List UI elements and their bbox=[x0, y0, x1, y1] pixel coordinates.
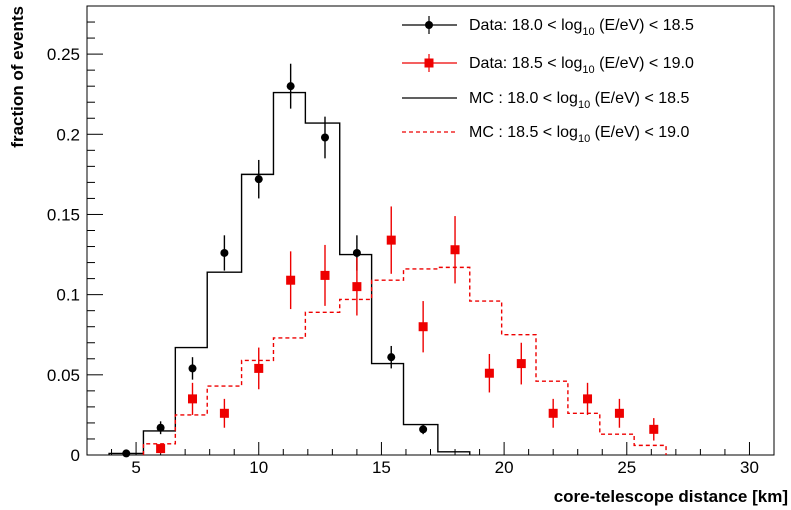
legend-entry: Data: 18.0 < log10 (E/eV) < 18.5 bbox=[402, 16, 694, 38]
axis-ticks: 5 10 15 20 25 30 0 0.05 0.1 0.15 0.2 0.25 bbox=[47, 21, 775, 477]
data-point-circle bbox=[352, 248, 361, 257]
data-point-circle bbox=[419, 425, 428, 434]
y-tick-label: 0.05 bbox=[47, 366, 80, 385]
plot-frame bbox=[86, 5, 775, 456]
x-tick-label: 10 bbox=[249, 458, 268, 477]
y-tick-label: 0.25 bbox=[47, 45, 80, 64]
x-tick-label: 20 bbox=[495, 458, 514, 477]
legend-entry: Data: 18.5 < log10 (E/eV) < 19.0 bbox=[402, 54, 694, 76]
data-point-square bbox=[548, 408, 558, 418]
data-point-square bbox=[583, 394, 593, 404]
data-point-square bbox=[219, 408, 229, 418]
legend: Data: 18.0 < log10 (E/eV) < 18.5 Data: 18… bbox=[402, 16, 694, 145]
data-point-square bbox=[320, 270, 330, 280]
y-tick-label: 0.1 bbox=[56, 286, 80, 305]
mc-histograms bbox=[108, 91, 667, 455]
legend-marker-circle bbox=[425, 21, 433, 29]
data-point-circle bbox=[286, 82, 295, 91]
data-point-circle bbox=[122, 449, 131, 458]
data-points bbox=[122, 63, 659, 458]
mc-histogram-high-energy bbox=[142, 266, 667, 455]
data-point-square bbox=[286, 275, 296, 285]
data-point-square bbox=[516, 359, 526, 369]
data-point-circle bbox=[188, 364, 197, 373]
x-tick-label: 15 bbox=[372, 458, 391, 477]
mc-histogram-low-energy bbox=[108, 91, 471, 455]
data-point-square bbox=[188, 394, 198, 404]
legend-label: Data: 18.5 < log10 (E/eV) < 19.0 bbox=[469, 55, 694, 76]
data-point-circle bbox=[220, 248, 229, 257]
data-point-square bbox=[254, 363, 264, 373]
data-point-square bbox=[352, 282, 362, 292]
data-point-square bbox=[484, 368, 494, 378]
data-point-circle bbox=[320, 133, 329, 142]
x-axis-title: core-telescope distance [km] bbox=[554, 487, 788, 506]
x-tick-label: 25 bbox=[617, 458, 636, 477]
x-tick-label: 5 bbox=[131, 458, 140, 477]
data-point-circle bbox=[156, 423, 165, 432]
legend-label: MC : 18.0 < log10 (E/eV) < 18.5 bbox=[469, 90, 689, 111]
y-tick-label: 0.2 bbox=[56, 125, 80, 144]
data-point-circle bbox=[387, 353, 396, 362]
y-tick-label: 0 bbox=[71, 446, 80, 465]
data-point-square bbox=[450, 245, 460, 255]
data-point-square bbox=[386, 235, 396, 245]
data-point-square bbox=[614, 408, 624, 418]
legend-entry: MC : 18.0 < log10 (E/eV) < 18.5 bbox=[402, 90, 689, 111]
y-axis-title: fraction of events bbox=[8, 6, 27, 148]
data-point-square bbox=[156, 444, 166, 454]
y-tick-label: 0.15 bbox=[47, 205, 80, 224]
data-point-square bbox=[649, 424, 659, 434]
legend-label: Data: 18.0 < log10 (E/eV) < 18.5 bbox=[469, 17, 694, 38]
x-tick-label: 30 bbox=[740, 458, 759, 477]
data-point-square bbox=[418, 322, 428, 332]
data-point-circle bbox=[254, 175, 263, 184]
legend-entry: MC : 18.5 < log10 (E/eV) < 19.0 bbox=[402, 124, 689, 145]
legend-marker-square bbox=[424, 58, 434, 68]
legend-label: MC : 18.5 < log10 (E/eV) < 19.0 bbox=[469, 124, 689, 145]
